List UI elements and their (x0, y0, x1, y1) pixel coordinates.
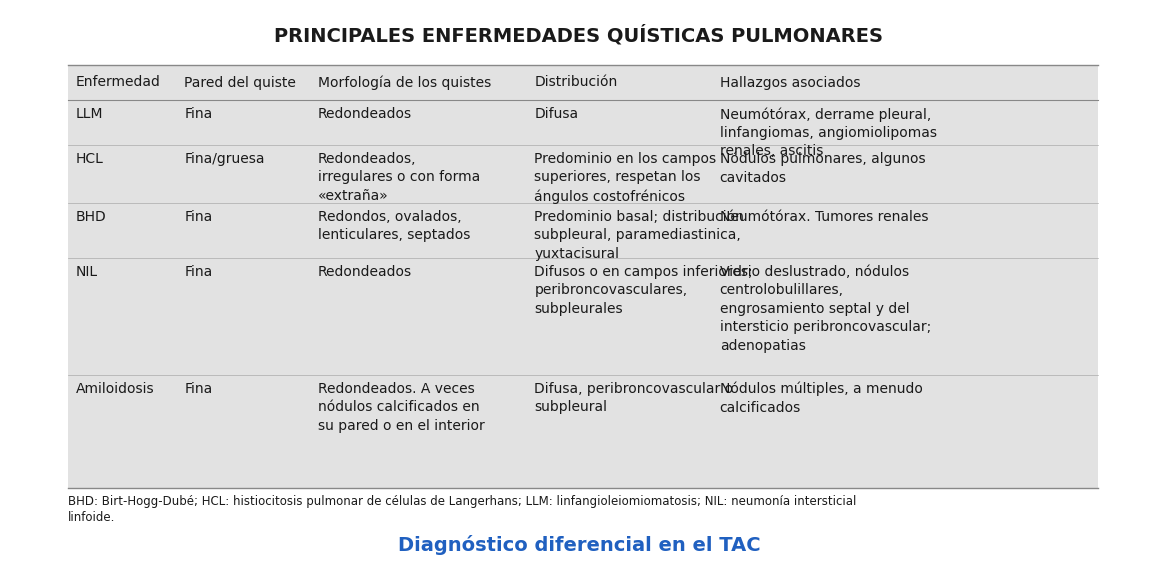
Text: Difusa: Difusa (534, 107, 579, 121)
Text: LLM: LLM (76, 107, 103, 121)
Text: Fina: Fina (184, 382, 212, 396)
Text: BHD: BHD (76, 210, 107, 224)
Text: Difusa, peribroncovascular o
subpleural: Difusa, peribroncovascular o subpleural (534, 382, 733, 414)
Text: Nódulos pulmonares, algunos
cavitados: Nódulos pulmonares, algunos cavitados (720, 152, 925, 185)
Text: Fina: Fina (184, 210, 212, 224)
Text: NIL: NIL (76, 265, 98, 279)
Text: Redondeados: Redondeados (318, 107, 412, 121)
Text: BHD: Birt-Hogg-Dubé; HCL: histiocitosis pulmonar de células de Langerhans; LLM: : BHD: Birt-Hogg-Dubé; HCL: histiocitosis … (68, 495, 857, 524)
Text: PRINCIPALES ENFERMEDADES QUÍSTICAS PULMONARES: PRINCIPALES ENFERMEDADES QUÍSTICAS PULMO… (274, 25, 884, 45)
Text: Pared del quiste: Pared del quiste (184, 76, 296, 90)
Text: Distribución: Distribución (534, 76, 617, 90)
Text: Neumótórax. Tumores renales: Neumótórax. Tumores renales (720, 210, 929, 224)
Text: HCL: HCL (76, 152, 104, 166)
Text: Redondeados. A veces
nódulos calcificados en
su pared o en el interior: Redondeados. A veces nódulos calcificado… (318, 382, 485, 433)
Text: Difusos o en campos inferiores;
peribroncovasculares,
subpleurales: Difusos o en campos inferiores; peribron… (534, 265, 753, 316)
Text: Fina: Fina (184, 265, 212, 279)
Text: Fina: Fina (184, 107, 212, 121)
Text: Diagnóstico diferencial en el TAC: Diagnóstico diferencial en el TAC (397, 535, 761, 555)
Text: Amiloidosis: Amiloidosis (76, 382, 155, 396)
Text: Redondeados: Redondeados (318, 265, 412, 279)
Text: Morfología de los quistes: Morfología de los quistes (318, 75, 491, 90)
Text: Redondos, ovalados,
lenticulares, septados: Redondos, ovalados, lenticulares, septad… (318, 210, 470, 242)
Text: Neumótórax, derrame pleural,
linfangiomas, angiomiolipomas
renales, ascitis: Neumótórax, derrame pleural, linfangioma… (720, 107, 937, 158)
Text: Enfermedad: Enfermedad (76, 76, 161, 90)
Text: Fina/gruesa: Fina/gruesa (184, 152, 265, 166)
Text: Nódulos múltiples, a menudo
calcificados: Nódulos múltiples, a menudo calcificados (720, 382, 923, 415)
Bar (68, 65, 1098, 488)
Text: Predominio basal; distribución
subpleural, paramediastinica,
yuxtacisural: Predominio basal; distribución subpleura… (534, 210, 745, 261)
Text: Predominio en los campos
superiores, respetan los
ángulos costofrénicos: Predominio en los campos superiores, res… (534, 152, 717, 204)
Text: Hallazgos asociados: Hallazgos asociados (720, 76, 860, 90)
Text: Vidrio deslustrado, nódulos
centrolobulillares,
engrosamiento septal y del
inter: Vidrio deslustrado, nódulos centrolobuli… (720, 265, 931, 352)
Text: Redondeados,
irregulares o con forma
«extraña»: Redondeados, irregulares o con forma «ex… (318, 152, 481, 203)
